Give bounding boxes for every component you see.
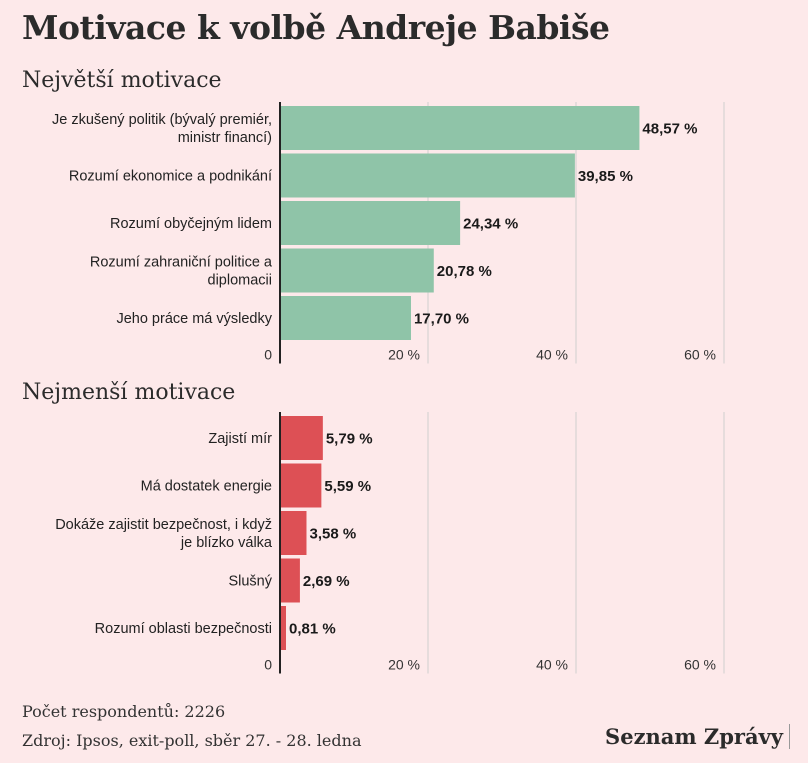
x-tick-label: 40 % [536, 657, 568, 673]
value-label: 17,70 % [414, 311, 469, 328]
source-note: Zdroj: Ipsos, exit-poll, sběr 27. - 28. … [22, 731, 362, 750]
brand-logo: Seznam Zprávy [605, 724, 790, 749]
value-label: 0,81 % [289, 621, 336, 638]
bar-4 [280, 606, 286, 650]
bar-0 [280, 416, 323, 460]
value-label: 20,78 % [437, 263, 492, 280]
value-label: 39,85 % [578, 168, 633, 185]
x-tick-label: 20 % [388, 347, 420, 363]
section-title-bottom: Nejmenší motivace [22, 380, 236, 405]
respondents-count: Počet respondentů: 2226 [22, 702, 226, 721]
value-label: 5,59 % [324, 478, 371, 495]
category-label: diplomacii [208, 273, 272, 289]
category-label: Slušný [228, 574, 272, 590]
bar-0 [280, 106, 640, 150]
category-label: Rozumí oblasti bezpečnosti [95, 621, 272, 637]
x-tick-label: 60 % [684, 347, 716, 363]
category-label: Rozumí zahraniční politice a [90, 255, 273, 271]
category-label: Zajistí mír [208, 431, 272, 447]
x-tick-label: 0 [264, 657, 272, 673]
value-label: 3,58 % [309, 526, 356, 543]
category-label: Jeho práce má výsledky [116, 311, 272, 327]
value-label: 2,69 % [303, 573, 350, 590]
value-label: 5,79 % [326, 431, 373, 448]
category-label: Rozumí ekonomice a podnikání [69, 169, 272, 185]
value-label: 24,34 % [463, 216, 518, 233]
bar-3 [280, 558, 300, 603]
bar-3 [280, 248, 434, 293]
bar-2 [280, 201, 461, 245]
category-label: Je zkušený politik (bývalý premiér, [52, 112, 272, 128]
bar-2 [280, 511, 307, 555]
chart-top-motivations: 48,57 % Je zkušený politik (bývalý premié… [0, 100, 808, 375]
category-label: Dokáže zajistit bezpečnost, i když [55, 517, 272, 533]
bar-4 [280, 296, 411, 340]
category-label: ministr financí) [178, 130, 272, 146]
page-title: Motivace k volbě Andreje Babiše [22, 8, 610, 47]
x-tick-label: 60 % [684, 657, 716, 673]
x-tick-label: 20 % [388, 657, 420, 673]
bar-1 [280, 153, 575, 198]
x-tick-label: 0 [264, 347, 272, 363]
category-label: Má dostatek energie [141, 479, 272, 495]
category-label: je blízko válka [180, 535, 273, 551]
category-label: Rozumí obyčejným lidem [110, 216, 272, 232]
section-title-top: Největší motivace [22, 68, 222, 93]
chart-bottom-motivations: 5,79 % Zajistí mír 5,59 % Má dostatek energ… [0, 410, 808, 685]
value-label: 48,57 % [642, 121, 697, 138]
x-tick-label: 40 % [536, 347, 568, 363]
bar-1 [280, 463, 322, 508]
